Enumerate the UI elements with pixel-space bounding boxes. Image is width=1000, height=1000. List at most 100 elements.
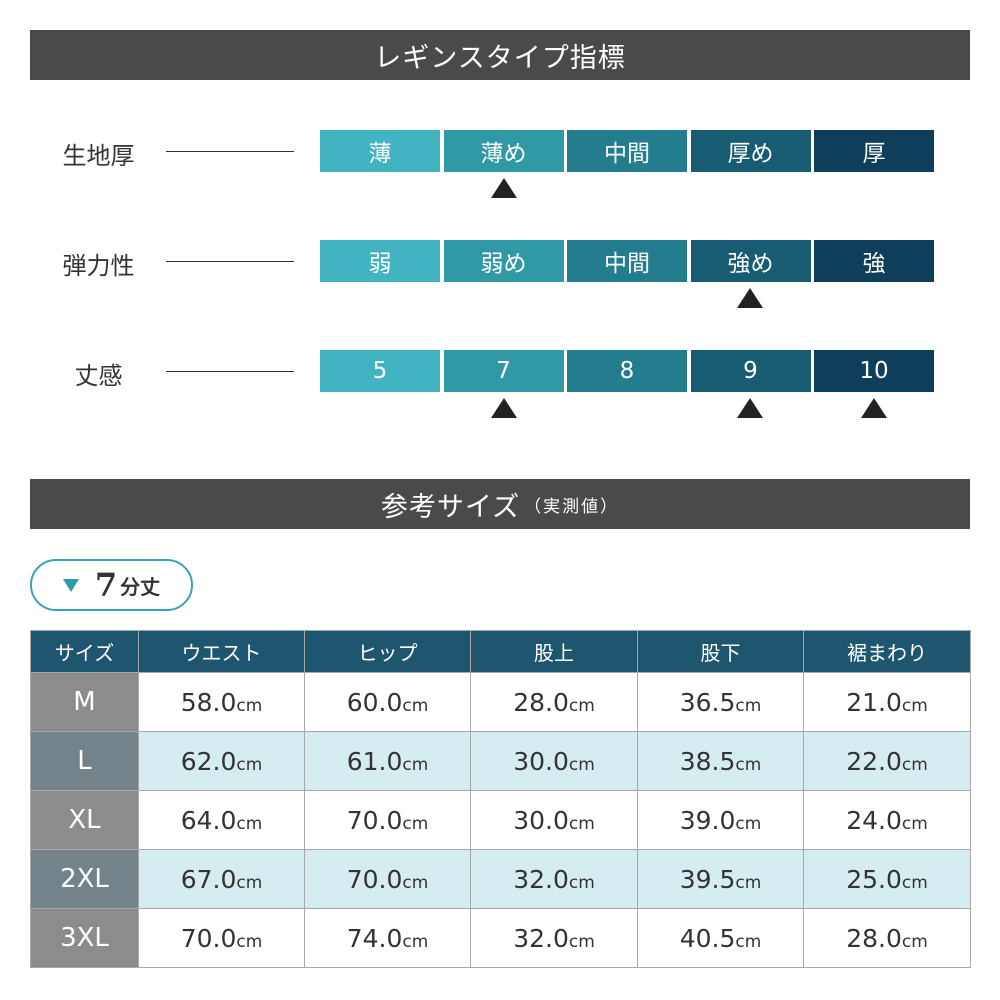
elasticity-scale: 弱 弱め 中間 強め 強 [320,240,934,282]
indicator-label-thickness: 生地厚 [62,142,135,170]
table-cell: 62.0cm [138,731,305,791]
table-row: 2XL 67.0cm 70.0cm 32.0cm 39.5cm 25.0cm [30,849,971,909]
table-row: 3XL 70.0cm 74.0cm 32.0cm 40.5cm 28.0cm [30,908,971,968]
table-cell: 60.0cm [304,672,471,732]
cell-value: 28.0 [846,923,902,953]
cell-value: 36.5 [679,687,736,717]
table-cell: 58.0cm [138,672,305,732]
selection-marker-icon [737,398,763,418]
scale-cell: 10 [814,350,934,392]
table-cell: 30.0cm [470,790,638,850]
badge-unit: 分丈 [120,574,161,599]
table-cell: 32.0cm [470,908,638,968]
table-cell: 38.5cm [637,731,804,791]
table-header-row: サイズ ウエスト ヒップ 股上 股下 裾まわり [30,630,971,673]
cell-unit: cm [901,754,928,775]
cell-value: 70.0 [346,805,403,835]
cell-unit: cm [402,872,429,893]
header-inseam: 股下 [637,630,804,673]
cell-value: 64.0 [180,805,237,835]
triangle-down-icon [62,578,79,592]
cell-value: 24.0 [846,805,902,835]
indicator-label-elasticity: 弾力性 [62,252,135,280]
scale-cell: 8 [567,350,687,392]
cell-value: 39.0 [679,805,736,835]
cell-value: 70.0 [346,864,403,894]
length-scale: 5 7 8 9 10 [320,350,934,392]
cell-unit: cm [901,931,928,952]
cell-unit: cm [402,813,429,834]
cell-value: 38.5 [679,746,736,776]
scale-cell: 強め [690,240,811,282]
selection-marker-icon [861,398,887,418]
cell-unit: cm [568,872,595,893]
table-cell: 39.0cm [637,790,804,850]
size-label: L [30,731,139,791]
table-cell: 30.0cm [470,731,638,791]
scale-cell: 薄 [320,130,440,172]
cell-value: 22.0 [846,746,902,776]
header-rise: 股上 [470,630,638,673]
badge-number: 7 [94,566,118,604]
cell-value: 74.0 [346,923,403,953]
cell-value: 32.0 [513,864,569,894]
table-cell: 36.5cm [637,672,804,732]
size-banner: 参考サイズ （実測値） [30,479,970,529]
cell-value: 70.0 [180,923,237,953]
table-row: L 62.0cm 61.0cm 30.0cm 38.5cm 22.0cm [30,731,971,791]
cell-unit: cm [568,695,595,716]
size-table: サイズ ウエスト ヒップ 股上 股下 裾まわり M 58.0cm 60.0cm … [30,630,971,968]
cell-unit: cm [568,754,595,775]
table-cell: 74.0cm [304,908,471,968]
table-cell: 67.0cm [138,849,305,909]
cell-unit: cm [901,695,928,716]
table-cell: 64.0cm [138,790,305,850]
cell-value: 58.0 [180,687,237,717]
cell-unit: cm [236,695,263,716]
cell-unit: cm [735,813,762,834]
header-hem: 裾まわり [803,630,971,673]
table-cell: 70.0cm [138,908,305,968]
selection-marker-icon [737,288,763,308]
table-cell: 32.0cm [470,849,638,909]
cell-unit: cm [402,695,429,716]
scale-cell: 厚 [814,130,934,172]
table-row: XL 64.0cm 70.0cm 30.0cm 39.0cm 24.0cm [30,790,971,850]
table-cell: 28.0cm [803,908,971,968]
table-cell: 24.0cm [803,790,971,850]
table-cell: 70.0cm [304,849,471,909]
table-cell: 39.5cm [637,849,804,909]
cell-value: 25.0 [846,864,902,894]
cell-unit: cm [735,931,762,952]
length-badge: 7 分丈 [30,559,193,611]
header-size: サイズ [30,630,139,673]
cell-unit: cm [901,813,928,834]
scale-cell: 弱め [443,240,564,282]
thickness-scale: 薄 薄め 中間 厚め 厚 [320,130,934,172]
cell-value: 61.0 [346,746,403,776]
cell-unit: cm [402,931,429,952]
size-title: 参考サイズ [380,491,521,523]
scale-cell: 5 [320,350,440,392]
indicator-divider [166,261,294,262]
selection-marker-icon [491,398,517,418]
cell-value: 60.0 [346,687,403,717]
cell-unit: cm [735,754,762,775]
scale-cell: 弱 [320,240,440,282]
header-hip: ヒップ [304,630,471,673]
table-cell: 61.0cm [304,731,471,791]
header-waist: ウエスト [138,630,305,673]
indicator-title: レギンスタイプ指標 [374,42,626,74]
table-cell: 21.0cm [803,672,971,732]
size-title-sub: （実測値） [524,496,620,517]
scale-cell: 7 [443,350,564,392]
cell-unit: cm [402,754,429,775]
indicator-label-length: 丈感 [74,362,123,390]
size-label: 3XL [30,908,139,968]
selection-marker-icon [491,178,517,198]
cell-value: 21.0 [846,687,902,717]
table-cell: 40.5cm [637,908,804,968]
scale-cell: 薄め [443,130,564,172]
table-cell: 28.0cm [470,672,638,732]
cell-unit: cm [735,695,762,716]
